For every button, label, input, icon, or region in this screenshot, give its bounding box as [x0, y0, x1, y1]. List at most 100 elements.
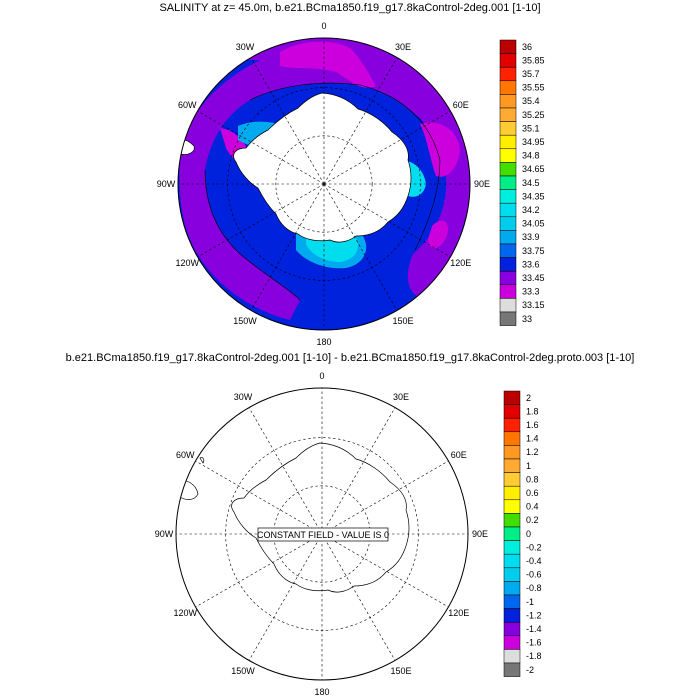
panel2-longitude-labels: 0 30E 60E 90E 120E 150E 180 150W 120W 90W 60W 30W	[155, 371, 488, 697]
longitude-label: 120E	[448, 608, 469, 618]
longitude-label: 30E	[395, 42, 411, 52]
longitude-label: 150E	[390, 666, 411, 676]
panel1-magenta-patch-east	[420, 122, 460, 177]
colorbar-swatch	[503, 499, 521, 514]
colorbar-label: -2	[526, 665, 534, 675]
colorbar-swatch	[503, 445, 521, 460]
panel1-longitude-labels: 0 30E 60E 90E 120E 150E 180 150W 120W 90W 60W 30W	[157, 21, 490, 347]
panel1-antarctica	[233, 92, 412, 243]
colorbar-label: 33.9	[522, 232, 540, 242]
colorbar-swatch	[503, 649, 521, 664]
panel1-title: SALINITY at z= 45.0m, b.e21.BCma1850.f19…	[159, 2, 540, 14]
longitude-label: 180	[316, 337, 331, 347]
colorbar-label: -1.2	[526, 610, 542, 620]
colorbar-label: 1.6	[526, 420, 539, 430]
panel2-map-border	[175, 387, 469, 681]
colorbar-swatch	[499, 175, 517, 190]
latitude-circle	[275, 135, 373, 233]
colorbar-label: 0	[526, 529, 531, 539]
colorbar-swatch	[503, 581, 521, 596]
meridian-line	[250, 57, 325, 185]
meridian-line	[197, 110, 325, 185]
longitude-label: 180	[314, 687, 329, 697]
meridian-line	[321, 460, 449, 535]
colorbar-label: 1.8	[526, 406, 539, 416]
colorbar-swatch	[499, 270, 517, 286]
panel1-magenta-patch-southeast	[428, 220, 449, 249]
colorbar-label: -0.6	[526, 570, 542, 580]
colorbar-label: 34.8	[522, 151, 540, 161]
colorbar-swatch	[503, 662, 521, 677]
colorbar-swatch	[503, 458, 521, 473]
colorbar-label: 0.2	[526, 515, 539, 525]
colorbar-swatch	[503, 635, 521, 650]
longitude-label: 60E	[451, 450, 467, 460]
colorbar-label: 34.2	[522, 205, 540, 215]
colorbar-swatch	[499, 134, 517, 150]
colorbar-swatch	[499, 243, 517, 258]
longitude-label: 150W	[231, 666, 255, 676]
colorbar-swatch	[499, 189, 517, 204]
colorbar-label: 33.45	[522, 273, 545, 283]
colorbar-label: 35.85	[522, 55, 545, 65]
panel2-antarctica-coast	[231, 442, 410, 593]
colorbar-label: 0.8	[526, 474, 539, 484]
panel2-center-label: CONSTANT FIELD - VALUE IS 0	[257, 530, 389, 540]
meridian-line	[321, 407, 396, 535]
colorbar-swatch	[499, 121, 517, 136]
meridian-line	[197, 183, 325, 258]
colorbar-label: 34.5	[522, 178, 540, 188]
meridian-line	[248, 533, 323, 661]
panel1-contour-c	[249, 82, 441, 161]
colorbar-swatch	[503, 526, 521, 541]
longitude-label: 30W	[236, 42, 255, 52]
longitude-label: 30W	[234, 392, 253, 402]
panel1-colorbar: 36 35.85 35.7 35.55 35.4 35.25 35.1 34.95 34.8 34…	[499, 39, 545, 326]
colorbar-swatch	[503, 485, 521, 501]
meridian-line	[321, 533, 449, 608]
colorbar-label: 34.95	[522, 137, 545, 147]
longitude-label: 0	[319, 371, 324, 381]
colorbar-label: 33	[522, 314, 532, 324]
meridian-line	[321, 533, 396, 661]
colorbar-swatch	[503, 621, 521, 637]
longitude-label: 150W	[233, 316, 257, 326]
colorbar-swatch	[503, 594, 521, 609]
colorbar-swatch	[503, 513, 521, 528]
colorbar-label: 35.25	[522, 110, 545, 120]
colorbar-label: 34.05	[522, 219, 545, 229]
colorbar-swatch	[499, 311, 517, 326]
panel2-colorbar: 2 1.8 1.6 1.4 1.2 1 0.8 0.6 0.4 0.2 0 -0.2 -0.4 -0.6 -…	[503, 390, 542, 677]
meridian-line	[195, 533, 323, 608]
panel1-contour-b	[414, 159, 441, 251]
colorbar-label: 36	[522, 42, 532, 52]
colorbar-swatch	[499, 148, 517, 163]
longitude-label: 60E	[453, 100, 469, 110]
colorbar-label: 33.75	[522, 246, 545, 256]
colorbar-swatch	[499, 298, 517, 313]
panel1-magenta-patch-north	[280, 41, 376, 88]
colorbar-label: 35.55	[522, 83, 545, 93]
colorbar-swatch	[499, 162, 517, 177]
colorbar-label: -0.4	[526, 556, 542, 566]
colorbar-label: -0.2	[526, 542, 542, 552]
colorbar-swatch	[503, 608, 521, 623]
panel2-title: b.e21.BCma1850.f19_g17.8kaControl-2deg.0…	[66, 352, 635, 364]
colorbar-label: -1.8	[526, 651, 542, 661]
panel1-contour-a	[204, 169, 301, 301]
colorbar-label: -1.6	[526, 638, 542, 648]
meridian-line	[195, 460, 323, 535]
colorbar-label: -1.4	[526, 624, 542, 634]
longitude-label: 90E	[474, 179, 490, 189]
colorbar-swatch	[499, 66, 517, 82]
colorbar-label: 1.2	[526, 447, 539, 457]
colorbar-swatch	[503, 390, 521, 405]
colorbar-label: 35.1	[522, 123, 540, 133]
longitude-label: 120W	[173, 608, 197, 618]
panel1-map-border	[177, 37, 471, 331]
longitude-label: 120W	[175, 258, 199, 268]
colorbar-label: 33.15	[522, 300, 545, 310]
colorbar-swatch	[499, 39, 517, 54]
colorbar-swatch	[503, 567, 521, 582]
